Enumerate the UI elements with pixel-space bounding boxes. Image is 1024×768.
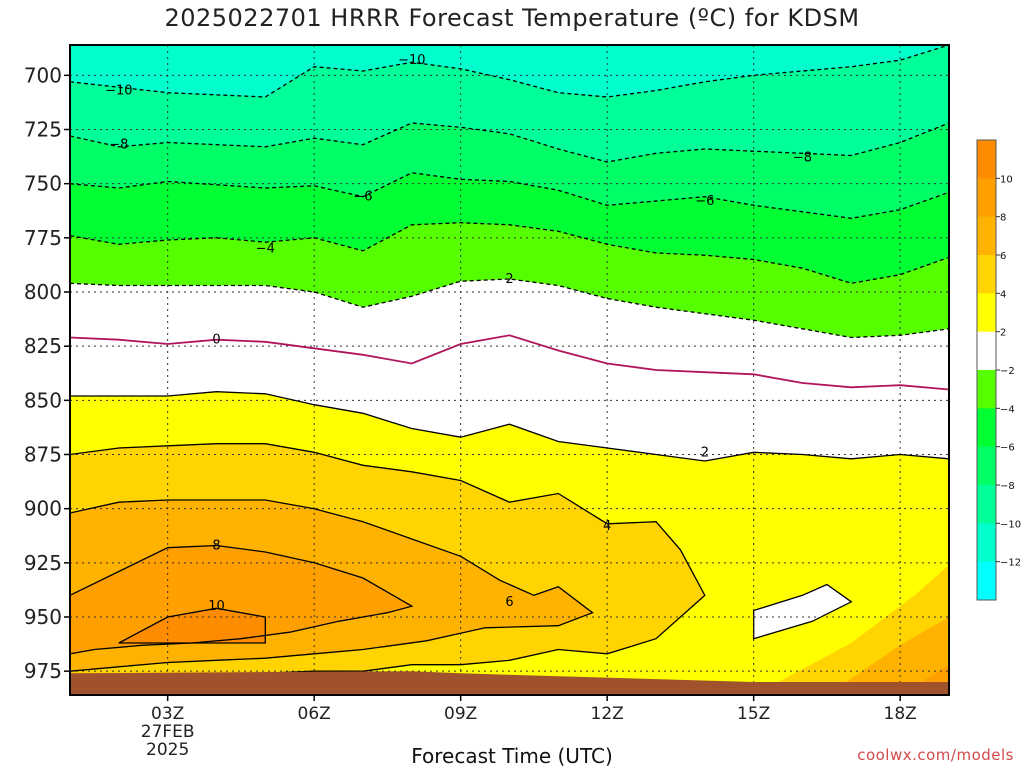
contour-label: 0 [212,333,220,348]
x-tick-label: 15Z [737,704,770,724]
colorbar-swatch [977,446,996,486]
colorbar-tick-label: 6 [1000,251,1006,262]
colorbar-swatch [977,140,996,179]
colorbar-tick-label: −12 [1000,558,1021,569]
colorbar-swatch [977,216,996,256]
y-tick-label: 825 [24,334,62,358]
contour-line [70,45,949,98]
y-tick-label: 950 [24,605,62,629]
x-axis-title: Forecast Time (UTC) [411,744,613,768]
y-tick-label: 750 [24,172,62,196]
x-tick-sublabel: 27FEB [141,722,195,742]
contour-line [70,334,949,391]
x-tick-label: 12Z [591,704,624,724]
colorbar-swatch [977,408,996,448]
colorbar-tick-label: 10 [1000,174,1013,185]
colorbar-swatch [977,523,996,563]
colorbar-swatch [977,370,996,409]
contour-line [70,172,949,219]
x-tick-label: 06Z [298,704,331,724]
colorbar-swatch [977,255,996,294]
contour-label: −6 [695,194,714,209]
contour-line [70,222,949,284]
contour-label: 2 [505,272,513,287]
ground-surface [70,671,949,695]
colorbar-tick-label: −10 [1000,519,1021,530]
x-tick-label: 03Z [151,704,184,724]
contour-line [70,278,949,339]
contour-line [70,122,949,163]
x-tick-label: 09Z [444,704,477,724]
y-tick-label: 850 [24,388,62,412]
contour-label: −4 [256,242,275,257]
pocket-below-2 [753,583,853,640]
colorbar-tick-label: −4 [1000,404,1015,415]
contour-label: 8 [212,539,220,554]
contour-line [70,544,414,655]
contour-line [70,391,949,462]
credit-link[interactable]: coolwx.com/models [857,746,1014,764]
y-tick-label: 925 [24,551,62,575]
colorbar-tick-label: 4 [1000,289,1006,300]
colorbar-tick-label: 2 [1000,328,1006,339]
contour-label: 4 [603,519,611,534]
contour-label: −6 [353,190,372,205]
colorbar-swatch [977,293,996,333]
contour-label: −8 [793,151,812,166]
contour-label: 10 [208,599,225,614]
colorbar-tick-label: −2 [1000,366,1015,377]
contour-label: 2 [701,445,709,460]
y-tick-label: 800 [24,280,62,304]
contour-line [70,499,594,672]
plot-frame [69,44,950,696]
contour-label: 6 [505,595,513,610]
x-tick-sublabel: 2025 [146,740,189,760]
y-tick-label: 975 [24,659,62,683]
contour-label: −8 [109,138,128,153]
y-tick-label: 700 [24,63,62,87]
contour-label: −10 [398,53,425,68]
y-tick-label: 775 [24,226,62,250]
contour-line [118,607,266,644]
chart-title: 2025022701 HRRR Forecast Temperature (ºC… [164,4,860,32]
colorbar-swatch [977,331,996,371]
y-tick-label: 875 [24,443,62,467]
band-above-10 [118,608,266,643]
x-tick-label: 18Z [884,704,917,724]
y-tick-label: 900 [24,497,62,521]
colorbar-tick-label: −8 [1000,481,1015,492]
y-tick-label: 725 [24,118,62,142]
colorbar-tick-label: 8 [1000,213,1006,224]
band-lower-right-6 [826,617,949,695]
contour-label: −10 [105,84,132,99]
colorbar-swatch [977,561,996,601]
colorbar-tick-label: −6 [1000,443,1015,454]
colorbar-swatch [977,485,996,524]
colorbar-swatch [977,178,996,218]
